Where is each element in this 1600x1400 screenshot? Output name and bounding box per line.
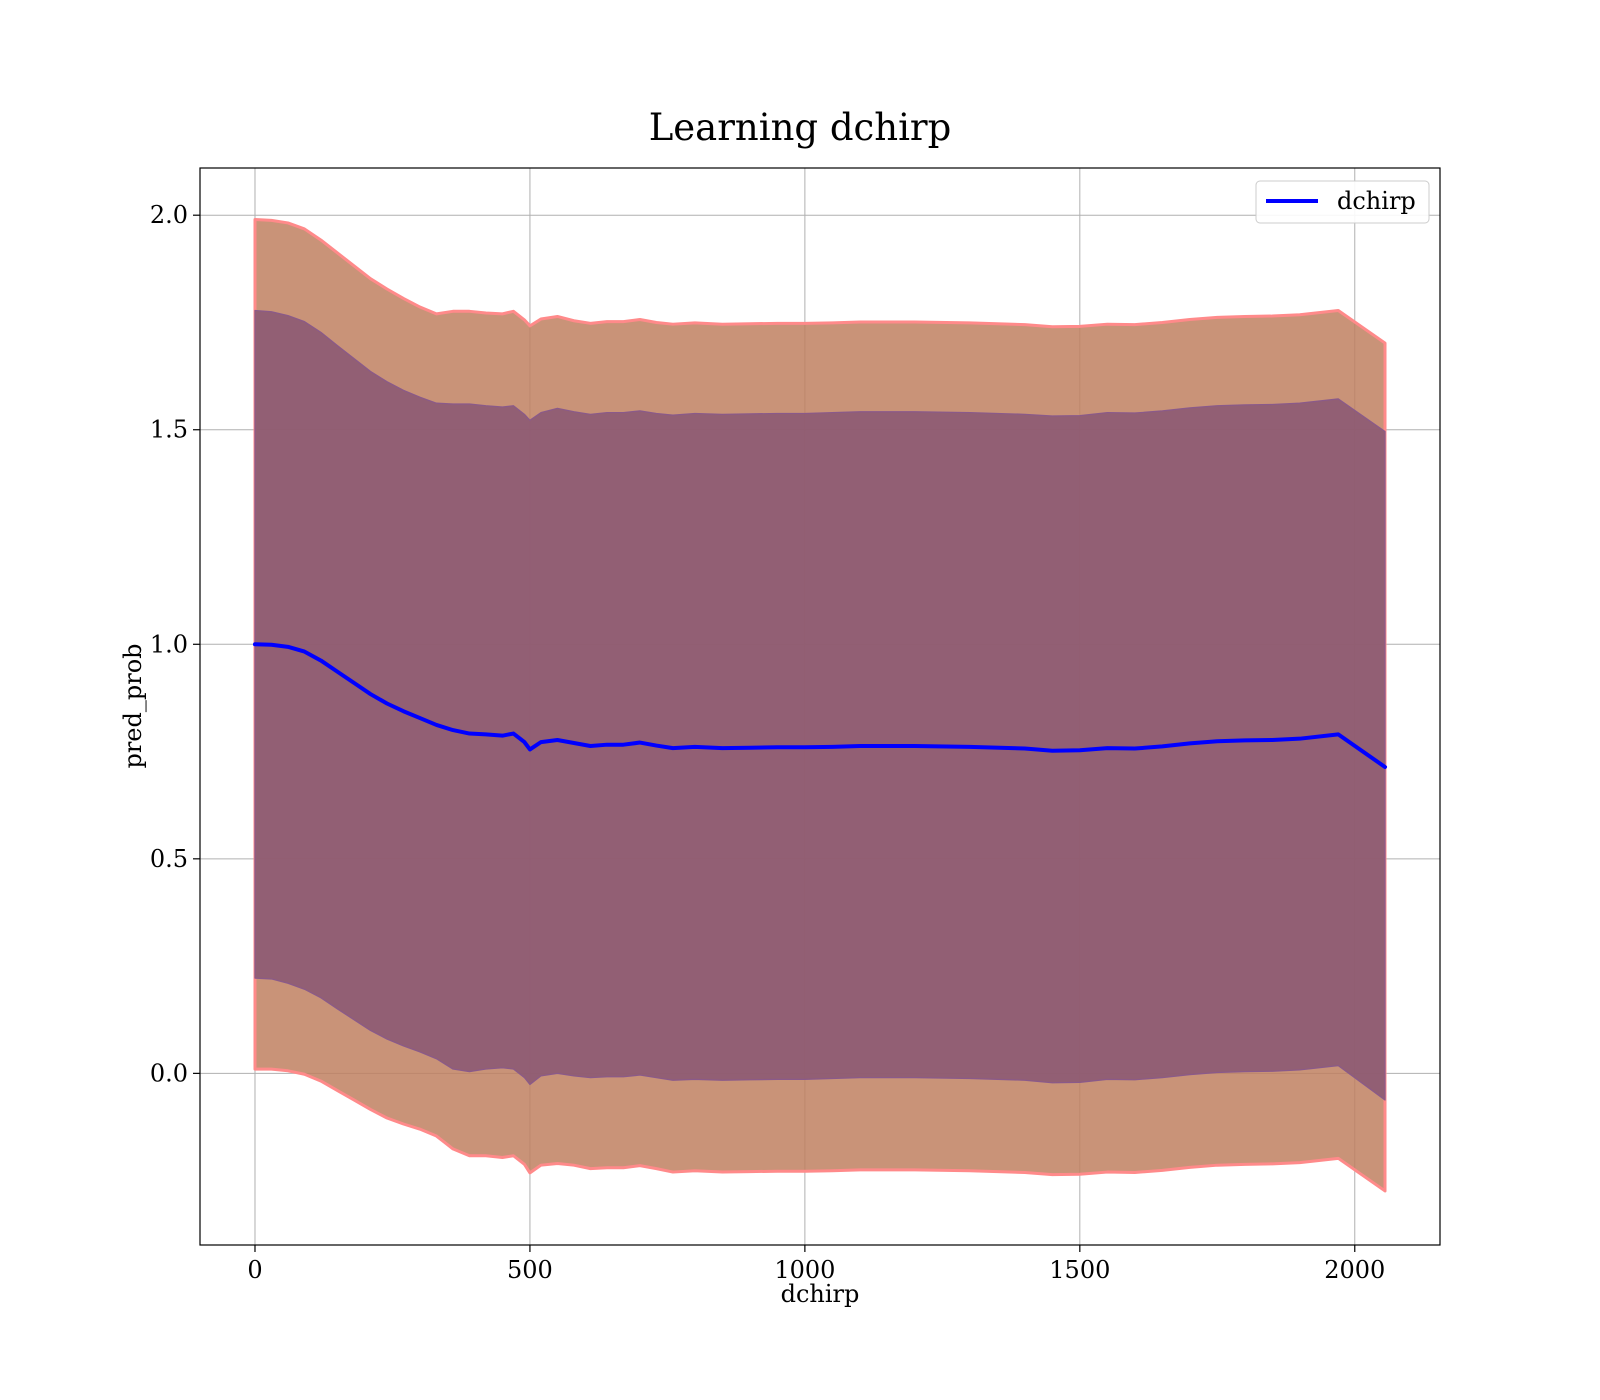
x-tick-label: 0 — [247, 1256, 262, 1284]
x-tick-label: 1000 — [774, 1256, 835, 1284]
chart-title: Learning dchirp — [649, 106, 952, 149]
x-tick-label: 500 — [507, 1256, 553, 1284]
y-tick-label: 0.0 — [150, 1059, 188, 1087]
x-axis-label: dchirp — [781, 1280, 860, 1308]
y-tick-label: 2.0 — [150, 201, 188, 229]
legend-box — [1255, 180, 1430, 224]
x-axis-ticks: 0 500 1000 1500 2000 — [247, 1245, 1385, 1284]
series-line-dchirp — [252, 642, 1388, 769]
y-tick-label: 1.5 — [150, 416, 188, 444]
y-tick-label: 1.0 — [150, 630, 188, 658]
confidence-bands — [253, 217, 1387, 1193]
series-lines — [252, 642, 1388, 769]
plot-frame — [199, 167, 1441, 1246]
x-tick-label: 1500 — [1049, 1256, 1110, 1284]
y-tick-label: 0.5 — [150, 845, 188, 873]
y-axis-label: pred_prob — [119, 643, 147, 768]
legend: dchirp — [1255, 180, 1430, 224]
legend-label: dchirp — [1337, 187, 1416, 215]
y-axis-ticks: 0.0 0.5 1.0 1.5 2.0 — [150, 201, 200, 1087]
x-tick-label: 2000 — [1324, 1256, 1385, 1284]
band-2 — [254, 309, 1386, 1101]
